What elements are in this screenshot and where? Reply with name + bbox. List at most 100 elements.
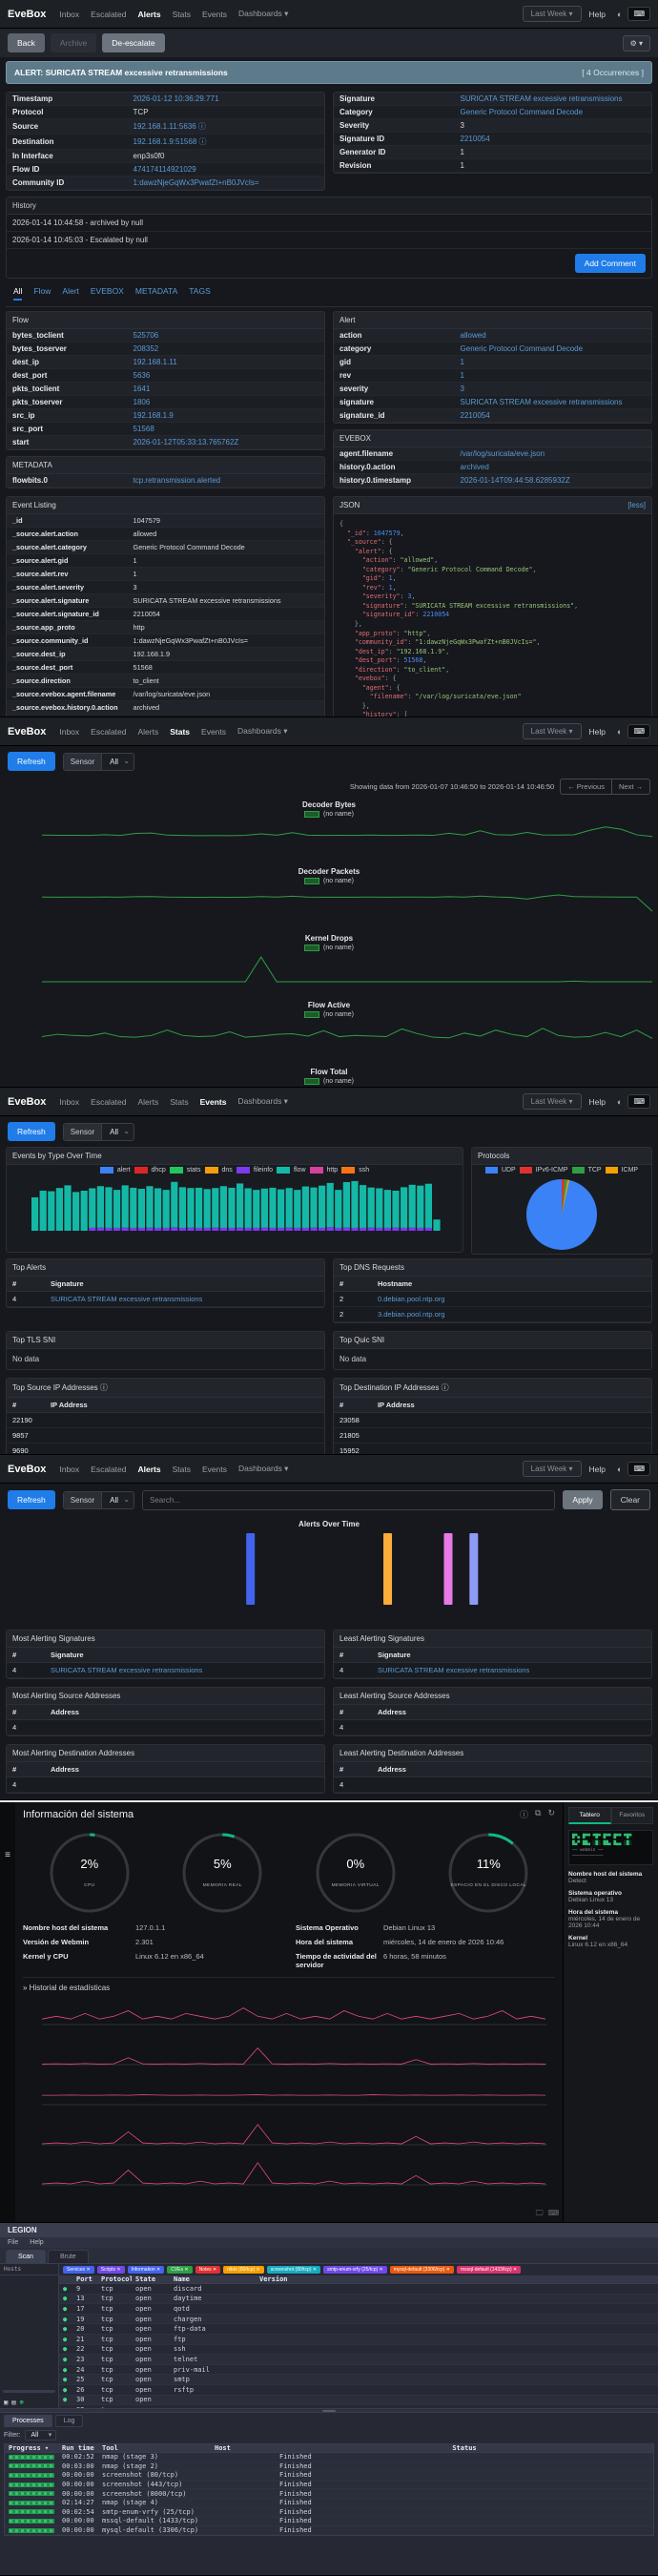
menu-file[interactable]: File xyxy=(8,2239,19,2246)
service-row[interactable]: ● 25 tcp open smtp xyxy=(59,2375,658,2385)
nav-alerts[interactable]: Alerts xyxy=(137,9,161,19)
process-row[interactable]: 02:14:27 nmap (stage 4) Finished xyxy=(5,2499,653,2508)
refresh-button[interactable]: Refresh xyxy=(8,752,55,771)
nav-stats[interactable]: Stats xyxy=(170,1096,189,1107)
detail-tab-flow[interactable]: Flow xyxy=(33,286,51,296)
deescalate-button[interactable]: De-escalate xyxy=(102,33,165,52)
tab-processes[interactable]: Processes xyxy=(4,2415,52,2427)
gear-dropdown-button[interactable]: ⚙ ▾ xyxy=(622,34,650,52)
sensor-select[interactable]: Sensor All xyxy=(62,1490,135,1509)
time-range-button[interactable]: Last Week ▾ xyxy=(522,1461,582,1477)
refresh-button[interactable]: Refresh xyxy=(8,1490,55,1509)
nav-stats[interactable]: Stats xyxy=(170,726,191,737)
service-row[interactable]: ● 23 tcp open telnet xyxy=(59,2355,658,2365)
nav-dashboards[interactable]: Dashboards ▾ xyxy=(237,1096,288,1106)
nav-alerts[interactable]: Alerts xyxy=(137,1464,161,1474)
sensor-select[interactable]: Sensor All xyxy=(62,752,135,771)
time-range-button[interactable]: Last Week ▾ xyxy=(522,6,582,22)
refresh-icon[interactable]: ↻ xyxy=(547,1808,555,1818)
filter-select[interactable]: All xyxy=(24,2430,57,2441)
back-button[interactable]: Back xyxy=(8,33,45,52)
process-row[interactable]: 00:00:00 screenshot (80/tcp) Finished xyxy=(5,2471,653,2481)
nav-inbox[interactable]: Inbox xyxy=(59,726,80,737)
evebox-brand[interactable]: EveBox xyxy=(8,1463,47,1475)
tab-brute[interactable]: Brute xyxy=(47,2250,89,2263)
process-row[interactable]: 00:00:00 screenshot (8000/tcp) Finished xyxy=(5,2489,653,2499)
nav-inbox[interactable]: Inbox xyxy=(59,1464,80,1474)
service-row[interactable]: ●32tcpopen xyxy=(59,2405,658,2408)
theme-icon[interactable]: ◐ xyxy=(617,726,623,737)
tool-tab-mssql-default[interactable]: mssql-default (1433/tcp) ✕ xyxy=(456,2266,522,2274)
stats-history-toggle[interactable]: » Historial de estadísticas xyxy=(23,1977,555,1992)
add-comment-button[interactable]: Add Comment xyxy=(574,254,646,273)
tool-tab-screenshot[interactable]: screenshot (80/tcp) ✕ xyxy=(266,2266,321,2274)
tab-scan[interactable]: Scan xyxy=(6,2250,46,2263)
nav-inbox[interactable]: Inbox xyxy=(59,1096,80,1107)
keyboard-shortcuts-button[interactable]: ⌨ xyxy=(627,1094,650,1109)
service-row[interactable]: ● 26 tcp open rsftp xyxy=(59,2385,658,2396)
host-monitor-icon[interactable]: ▣ xyxy=(4,2399,9,2406)
process-row[interactable]: 00:00:00 mssql-default (1433/tcp) Finished xyxy=(5,2517,653,2526)
table-row-link[interactable]: SURICATA STREAM excessive retransmission… xyxy=(50,1295,203,1303)
archive-button[interactable]: Archive xyxy=(50,33,97,52)
detail-tab-metadata[interactable]: METADATA xyxy=(134,286,178,296)
signature-link[interactable]: SURICATA STREAM excessive retransmission… xyxy=(50,1666,203,1674)
table-row-link[interactable]: 3.debian.pool.ntp.org xyxy=(377,1310,445,1319)
signature-link[interactable]: SURICATA STREAM excessive retransmission… xyxy=(377,1666,530,1674)
help-link[interactable]: Help xyxy=(588,9,607,19)
theme-icon[interactable]: ◐ xyxy=(617,9,623,19)
time-range-button[interactable]: Last Week ▾ xyxy=(522,1093,582,1110)
nav-dashboards[interactable]: Dashboards ▾ xyxy=(237,1464,289,1473)
process-row[interactable]: 00:03:00 nmap (stage 2) Finished xyxy=(5,2462,653,2472)
nav-events[interactable]: Events xyxy=(199,1096,227,1107)
detail-tab-evebox[interactable]: EVEBOX xyxy=(90,286,124,296)
service-row[interactable]: ● 13 tcp open daytime xyxy=(59,2294,658,2305)
nav-escalated[interactable]: Escalated xyxy=(91,726,127,737)
theme-icon[interactable]: ◐ xyxy=(617,1464,623,1474)
service-row[interactable]: ● 24 tcp open priv-mail xyxy=(59,2365,658,2376)
tool-tab-smtp-enum-vrfy[interactable]: smtp-enum-vrfy (25/tcp) ✕ xyxy=(323,2266,387,2274)
keyboard-shortcuts-button[interactable]: ⌨ xyxy=(627,7,650,21)
host-list-icon[interactable]: ▤ xyxy=(11,2399,16,2406)
sidebar-toggle-rail[interactable]: ≡ xyxy=(0,1802,15,2222)
nav-inbox[interactable]: Inbox xyxy=(59,9,80,19)
nav-events[interactable]: Events xyxy=(201,726,227,737)
apply-button[interactable]: Apply xyxy=(563,1490,603,1509)
search-input[interactable] xyxy=(142,1489,556,1510)
nav-stats[interactable]: Stats xyxy=(172,9,191,19)
service-row[interactable]: ● 22 tcp open ssh xyxy=(59,2345,658,2356)
hamburger-icon[interactable]: ≡ xyxy=(5,1850,10,1860)
copy-icon[interactable]: ⧉ xyxy=(535,1808,542,1818)
tab-log[interactable]: Log xyxy=(54,2415,84,2427)
process-row[interactable]: 00:00:00 screenshot (443/tcp) Finished xyxy=(5,2481,653,2490)
json-less-link[interactable]: [less] xyxy=(627,501,646,509)
tab-favoritos[interactable]: Favoritos xyxy=(610,1807,653,1824)
tool-tab-services[interactable]: Services ✕ xyxy=(63,2266,94,2274)
table-row-link[interactable]: 0.debian.pool.ntp.org xyxy=(377,1295,445,1303)
detail-tab-alert[interactable]: Alert xyxy=(62,286,79,296)
nav-stats[interactable]: Stats xyxy=(172,1464,191,1474)
clear-button[interactable]: Clear xyxy=(609,1489,650,1510)
evebox-brand[interactable]: EveBox xyxy=(8,1095,47,1108)
help-link[interactable]: Help xyxy=(588,1464,607,1474)
tool-tab-nikto[interactable]: nikto (80/tcp) ✕ xyxy=(223,2266,264,2274)
nav-events[interactable]: Events xyxy=(201,9,227,19)
service-row[interactable]: ● 9 tcp open discard xyxy=(59,2284,658,2295)
nav-escalated[interactable]: Escalated xyxy=(91,1096,127,1107)
nav-dashboards[interactable]: Dashboards ▾ xyxy=(237,9,289,18)
nav-alerts[interactable]: Alerts xyxy=(137,726,159,737)
info-icon[interactable]: ⓘ xyxy=(520,1810,529,1819)
nav-escalated[interactable]: Escalated xyxy=(91,9,127,19)
service-row[interactable]: ● 30 tcp open xyxy=(59,2395,658,2406)
service-row[interactable]: ● 20 tcp open ftp-data xyxy=(59,2324,658,2335)
tool-tab-notes[interactable]: Notes ✕ xyxy=(195,2266,221,2274)
tab-tablero[interactable]: Tablero xyxy=(568,1807,611,1824)
tool-tab-information[interactable]: Information ✕ xyxy=(127,2266,165,2274)
tool-tab-cves[interactable]: CVEs ✕ xyxy=(167,2266,193,2274)
evebox-brand[interactable]: EveBox xyxy=(8,725,47,737)
nav-escalated[interactable]: Escalated xyxy=(91,1464,127,1474)
tool-tab-mysql-default[interactable]: mysql-default (3306/tcp) ✕ xyxy=(389,2266,454,2274)
help-link[interactable]: Help xyxy=(588,726,607,737)
add-host-icon[interactable]: ⊕ xyxy=(19,2399,24,2406)
help-link[interactable]: Help xyxy=(588,1096,607,1107)
